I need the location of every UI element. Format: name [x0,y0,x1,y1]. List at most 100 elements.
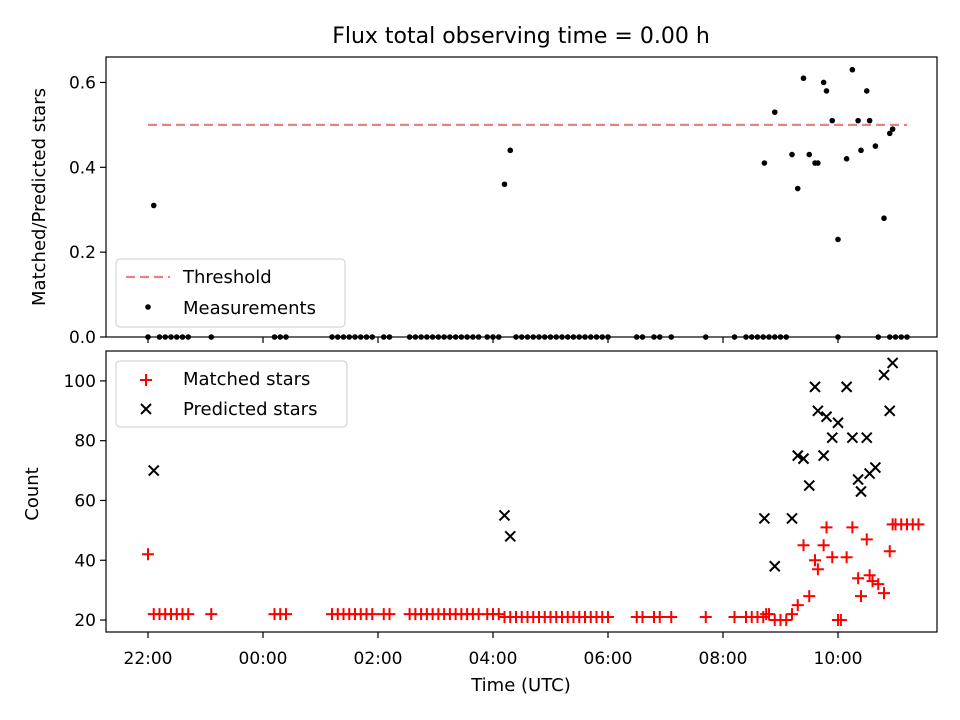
matched-star-point [728,611,741,624]
matched-star-point [860,533,873,546]
legend-matched-swatch [140,374,152,386]
bottom-y-tick-label: 40 [74,551,96,571]
matched-star-point [492,608,505,621]
matched-star-point [205,608,218,621]
predicted-star-point [148,464,160,477]
figure-title: Flux total observing time = 0.00 h [332,24,710,49]
bottom-y-tick-label: 60 [74,491,96,511]
matched-star-point [834,614,847,627]
matched-star-point [809,554,821,567]
measurement-point [507,147,514,154]
measurement-point [872,143,879,149]
predicted-star-point [820,411,833,423]
predicted-star-point [758,512,771,525]
measurement-point [858,147,864,154]
predicted-star-point [797,452,810,465]
matched-star-point [182,608,195,621]
matched-star-point [817,539,830,552]
matched-star-point [602,611,614,624]
measurement-point [150,202,157,209]
matched-star-point [786,608,798,621]
bottom-x-tick-label: 22:00 [124,649,173,669]
matched-star-point [142,548,154,561]
top-plot-frame [105,56,938,338]
predicted-star-point [855,485,867,498]
matched-star-point [636,611,649,624]
predicted-star-point [832,417,844,429]
bottom-legend: Matched stars Predicted stars [115,360,348,428]
top-x-axis-ticks [147,337,839,343]
measurement-point [855,117,861,124]
predicted-star-point [852,473,864,486]
matched-star-point [912,518,925,531]
top-y-tick-label: 0.6 [69,73,96,93]
matched-star-point [863,569,876,582]
bottom-y-tick-label: 80 [74,432,96,452]
measurement-point [849,66,856,73]
matched-star-point [820,521,833,534]
legend-measurements-label: Measurements [183,298,316,319]
predicted-star-point [786,512,798,525]
top-legend-box [115,258,346,328]
predicted-star-point [809,381,821,393]
predicted-star-point [878,369,890,381]
legend-threshold-label: Threshold [182,267,272,288]
matched-star-point [366,608,379,621]
measurement-point [889,126,896,132]
matched-star-point [883,545,896,558]
legend-matched-label: Matched stars [183,369,310,390]
bottom-legend-box [115,360,348,428]
matched-star-point [826,551,839,564]
bottom-x-tick-label: 06:00 [584,649,633,669]
predicted-star-point [769,560,781,572]
legend-predicted-swatch [140,403,152,415]
measurement-point [835,236,841,243]
predicted-star-point [869,461,882,474]
bottom-x-tick-label: 08:00 [699,649,748,669]
matched-star-point [855,590,867,603]
matched-star-point [665,611,678,624]
measurement-point [863,88,870,94]
bottom-plot-marks [142,357,925,627]
top-y-tick-label: 0.0 [69,328,96,348]
top-y-tick-label: 0.4 [69,158,96,178]
matched-star-point [840,551,853,564]
bottom-y-tick-label: 100 [64,372,96,392]
predicted-star-point [498,509,511,522]
measurement-point [886,130,893,137]
measurement-point [794,185,801,192]
bottom-x-tick-label: 04:00 [469,649,518,669]
bottom-x-tick-label: 10:00 [814,649,863,669]
predicted-star-point [884,405,896,417]
top-legend: Threshold Measurements [115,258,346,328]
matched-star-point [757,611,770,624]
matched-star-point [878,587,890,600]
bottom-x-tick-label: 00:00 [239,649,288,669]
predicted-star-point [846,431,859,444]
predicted-star-point [817,449,830,462]
top-y-axis-label: Matched/Predicted stars [29,88,50,306]
legend-measurements-swatch [145,304,151,310]
top-y-tick-label: 0.2 [69,243,96,263]
bottom-x-tick-label: 02:00 [354,649,403,669]
predicted-star-point [861,431,873,444]
matched-star-point [383,608,396,621]
bottom-x-axis-ticks: 22:00 00:00 02:00 04:00 06:00 08:00 10:00 [124,632,863,669]
predicted-star-point [504,530,516,543]
matched-star-point [653,611,666,624]
measurement-point [800,75,807,82]
matched-star-point [699,611,712,624]
matched-star-point [872,578,885,591]
measurement-point [761,160,768,166]
measurement-point [820,79,827,86]
top-plot-panel: 0.0 0.2 0.4 0.6 Matched/Predicted stars Thr… [29,56,938,348]
measurement-point [823,88,830,94]
measurement-point [815,160,821,166]
bottom-x-axis-label: Time (UTC) [470,675,571,696]
matched-star-point [780,614,793,627]
measurement-point [843,156,850,162]
predicted-star-point [840,381,853,393]
matched-star-point [852,572,865,585]
